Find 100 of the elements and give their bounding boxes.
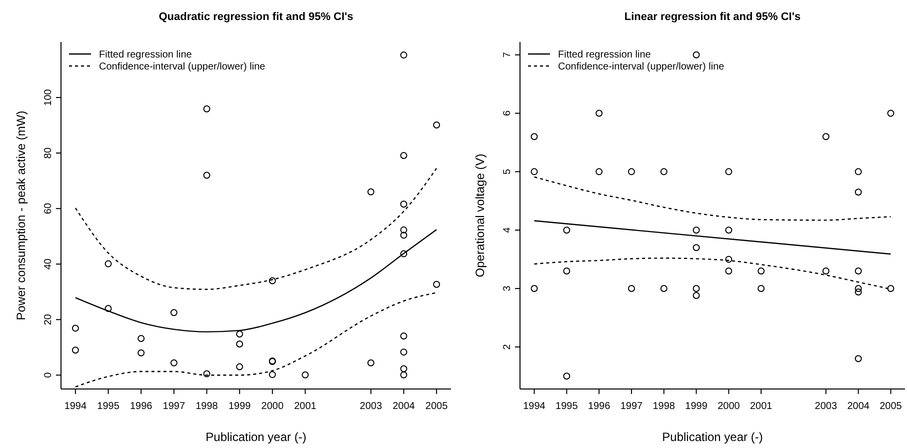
point (433, 280, 440, 288)
x-tick-label: 1998 (652, 401, 676, 412)
point (628, 168, 635, 176)
point (854, 285, 862, 292)
point (236, 340, 244, 348)
point (854, 288, 862, 296)
line-series (74, 168, 438, 290)
x-tick-label: 1998 (196, 401, 218, 412)
point (203, 370, 210, 378)
x-tick-label: 2004 (847, 401, 870, 412)
point (596, 168, 603, 176)
point (400, 348, 408, 356)
x-tick-label: 1994 (64, 401, 88, 412)
point (268, 277, 276, 284)
x-tick-label: 2000 (261, 401, 284, 412)
y-tick-label: 0 (43, 372, 54, 378)
point (854, 355, 862, 362)
x-tick-label: 2004 (392, 401, 416, 412)
point (563, 267, 570, 274)
point (887, 285, 894, 292)
point (268, 371, 276, 378)
point (72, 324, 79, 332)
y-tick-label: 2 (502, 344, 513, 350)
legend-label: Confidence-interval (upper/lower) line (558, 62, 725, 72)
point (72, 346, 79, 354)
x-axis-title: Publication year (-) (662, 430, 763, 444)
point (887, 110, 894, 117)
point (203, 105, 210, 112)
point (138, 349, 145, 356)
point (203, 172, 210, 179)
point (400, 365, 408, 372)
point (854, 267, 862, 274)
point (400, 250, 408, 258)
x-tick-label: 1999 (228, 401, 252, 412)
point (725, 256, 732, 263)
x-tick-label: 1997 (162, 401, 186, 412)
point (692, 51, 700, 58)
point (822, 267, 830, 274)
point (692, 285, 700, 292)
point (563, 372, 570, 380)
point (433, 122, 440, 128)
x-tick-label: 1999 (685, 401, 708, 412)
point (692, 226, 700, 234)
point (302, 371, 309, 378)
point (822, 133, 830, 140)
x-axis-title: Publication year (-) (206, 430, 306, 444)
point (236, 330, 244, 338)
point (854, 168, 862, 176)
y-tick-label: 80 (43, 147, 54, 159)
point (367, 359, 374, 366)
point (530, 133, 538, 140)
y-tick-label: 6 (502, 110, 513, 116)
legend-label: Confidence-interval (upper/lower) line (99, 62, 266, 72)
legend-label: Fitted regression line (558, 50, 652, 60)
point (628, 285, 635, 292)
point (104, 260, 112, 268)
x-tick-label: 1996 (588, 401, 611, 412)
point (170, 309, 178, 316)
y-tick-label: 3 (502, 285, 513, 292)
x-tick-label: 1995 (97, 401, 120, 412)
x-tick-label: 1995 (556, 401, 578, 412)
point (138, 334, 145, 342)
x-tick-label: 2005 (425, 401, 448, 412)
point (854, 188, 862, 196)
point (692, 292, 700, 300)
y-axis-title: Operational voltage (V) (473, 154, 487, 278)
x-tick-label: 1997 (620, 401, 644, 412)
point (400, 200, 408, 208)
y-tick-label: 7 (502, 52, 513, 58)
point (400, 371, 408, 378)
point (367, 188, 374, 196)
y-tick-label: 40 (43, 258, 54, 270)
x-tick-label: 2005 (880, 401, 902, 412)
x-tick-label: 2003 (814, 401, 838, 412)
point (530, 168, 538, 176)
point (400, 232, 408, 239)
point (692, 244, 700, 252)
x-tick-label: 1994 (523, 401, 546, 412)
y-tick-label: 4 (502, 226, 513, 233)
point (170, 359, 178, 366)
y-axis-title: Power consumption - peak active (mW) (14, 110, 28, 320)
point (596, 110, 603, 117)
point (236, 363, 244, 370)
point (400, 152, 408, 160)
point (563, 226, 570, 234)
point (758, 285, 765, 292)
legend-label: Fitted regression line (99, 50, 192, 60)
point (725, 226, 732, 234)
point (530, 285, 538, 292)
point (725, 168, 732, 176)
y-tick-label: 5 (502, 168, 513, 174)
point (400, 332, 408, 340)
x-tick-label: 2001 (294, 401, 317, 412)
y-tick-label: 100 (43, 88, 54, 106)
point (400, 226, 408, 234)
point (660, 285, 668, 292)
x-tick-label: 2003 (360, 401, 382, 412)
point (758, 267, 765, 274)
chart-title: Linear regression fit and 95% CI's (624, 11, 801, 23)
y-tick-label: 60 (43, 202, 54, 214)
